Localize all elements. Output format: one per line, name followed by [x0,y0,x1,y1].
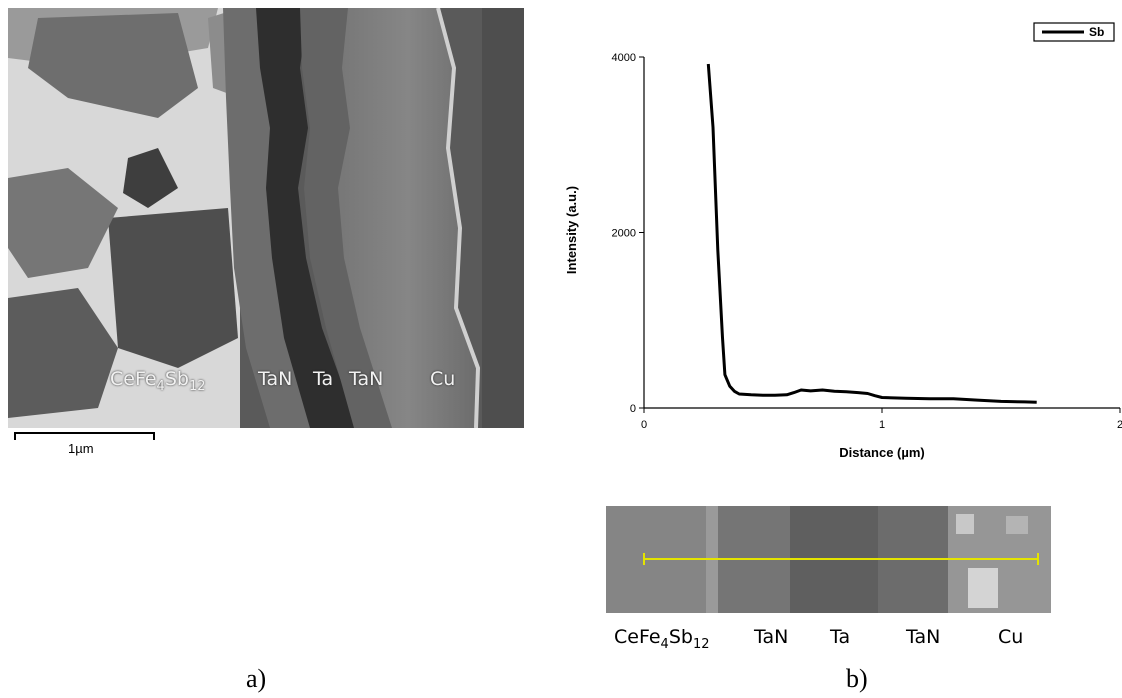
strip-label-tan-2: TaN [906,626,941,648]
chart-y-axis-label: Intensity (a.u.) [564,186,579,274]
scale-bar [14,432,155,440]
strip-label-cefe4sb12: CeFe4Sb12 [614,626,710,652]
y-tick-label: 4000 [612,52,636,64]
sem-label-sub-4: 4 [156,378,165,394]
y-tick-label: 2000 [612,228,636,240]
sem-label-sb-text: Sb [164,368,189,390]
sem-label-cefe4sb12: CeFe4Sb12 [110,368,206,394]
strip-label-cefe-text: CeFe [614,626,661,648]
x-tick-label: 2 [1117,419,1122,431]
caption-a: a) [246,664,267,693]
caption-b: b) [846,664,868,693]
strip-label-sb-text: Sb [668,626,693,648]
y-tick-label: 0 [630,403,636,415]
chart-x-axis-label: Distance (µm) [839,445,925,460]
sem-micrograph [8,8,524,428]
legend-label-sb: Sb [1089,25,1104,39]
sem-label-cu: Cu [430,368,456,390]
x-tick-label: 0 [641,419,647,431]
strip-label-ta: Ta [830,626,851,648]
sb-line-profile-chart: 0 2000 4000 0 1 2 Sb Distance (µm) Intensity … [564,22,1122,460]
x-tick-label: 1 [879,419,885,431]
scale-bar-label: 1µm [68,441,94,456]
sem-label-cefe-text: CeFe [110,368,157,390]
strip-label-tan-1: TaN [754,626,789,648]
sem-label-tan-1: TaN [258,368,293,390]
chart-series [706,63,1037,404]
line-scan-strip-image [606,506,1051,613]
chart-axes [643,57,1120,409]
sem-label-ta: Ta [313,368,334,390]
strip-label-sub-12: 12 [692,636,710,652]
strip-label-cu: Cu [998,626,1024,648]
chart-legend: Sb [1033,22,1115,42]
chart-ticks: 0 2000 4000 0 1 2 [612,52,1122,431]
strip-label-sub-4: 4 [660,636,669,652]
sem-label-sub-12: 12 [188,378,206,394]
sem-label-tan-2: TaN [349,368,384,390]
series-line-sb [706,63,1037,404]
